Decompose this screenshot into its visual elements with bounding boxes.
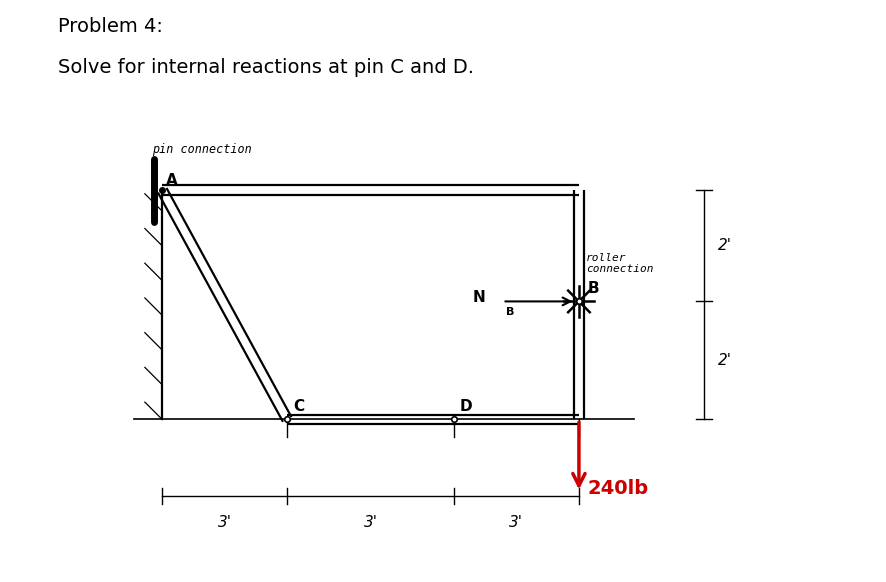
Text: D: D (459, 399, 471, 414)
Text: 2': 2' (717, 353, 731, 368)
Text: 3': 3' (363, 515, 377, 530)
Text: Problem 4:: Problem 4: (58, 17, 163, 36)
Text: 2': 2' (717, 239, 731, 253)
Text: 3': 3' (217, 515, 231, 530)
Text: 3': 3' (509, 515, 523, 530)
Text: 240lb: 240lb (587, 480, 648, 498)
Text: B: B (505, 307, 514, 317)
Text: pin connection: pin connection (152, 143, 252, 155)
Text: N: N (472, 290, 485, 306)
Text: Solve for internal reactions at pin C and D.: Solve for internal reactions at pin C an… (58, 58, 473, 77)
Text: C: C (292, 399, 304, 414)
Text: B: B (587, 281, 598, 296)
Text: roller
connection: roller connection (586, 253, 653, 274)
Text: A: A (166, 173, 177, 188)
